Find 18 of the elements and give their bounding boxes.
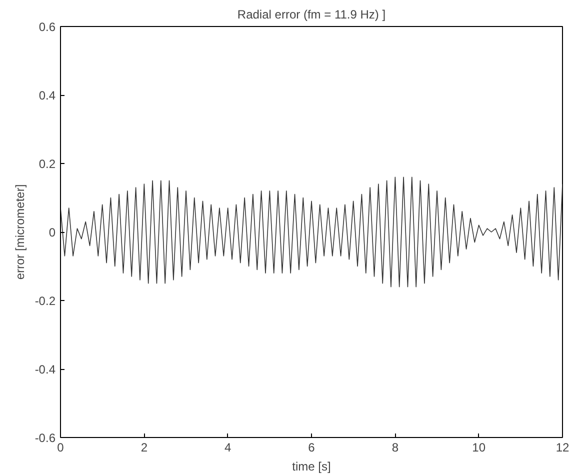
y-tick-label: 0.2 [38, 157, 56, 171]
x-tick-label: 0 [57, 440, 64, 454]
y-tick-label: 0.4 [38, 88, 56, 102]
chart-title: Radial error (fm = 11.9 Hz) ] [237, 8, 386, 22]
y-tick-label: 0 [48, 226, 56, 240]
x-tick-label: 12 [556, 440, 570, 454]
y-tick-label: -0.6 [34, 431, 56, 445]
x-tick-label: 10 [472, 440, 486, 454]
x-tick-label: 4 [224, 440, 232, 454]
line-series [60, 176, 562, 288]
y-tick-label: -0.2 [34, 294, 56, 308]
y-tick-label: 0.6 [38, 20, 56, 34]
x-tick-label: 8 [392, 440, 399, 454]
y-tick-label: -0.4 [34, 362, 56, 376]
x-tick-label: 6 [308, 440, 316, 454]
y-axis-title: error [micrometer] [12, 184, 27, 280]
x-axis-title: time [s] [292, 460, 331, 474]
x-tick-label: 2 [140, 440, 148, 454]
